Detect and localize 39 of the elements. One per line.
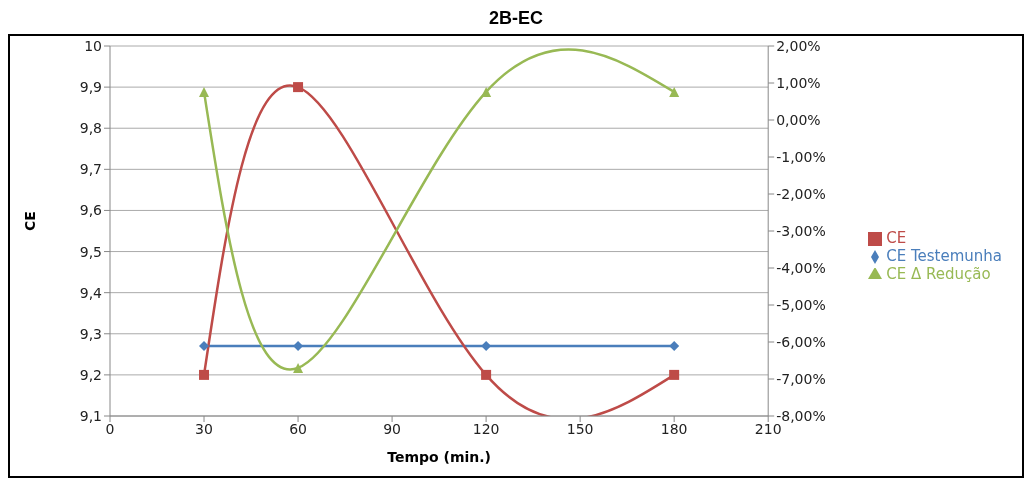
- point: [293, 82, 304, 93]
- y-tick-label: 9,2: [79, 366, 102, 383]
- y-tick-label: 10: [84, 37, 102, 54]
- y-tick-label: 9,3: [79, 325, 102, 342]
- y-axis-title: CE: [21, 211, 38, 231]
- y-tick-label: 9,1: [79, 407, 102, 424]
- point: [199, 369, 210, 380]
- y2-tick-label: -6,00%: [776, 333, 826, 350]
- y2-tick-label: 0,00%: [776, 111, 821, 128]
- y-tick-label: 9,6: [79, 202, 103, 219]
- point: [481, 369, 492, 380]
- legend-label: CE Δ Redução: [886, 265, 991, 283]
- point: [669, 369, 680, 380]
- y-tick-label: 9,4: [79, 284, 103, 301]
- x-tick-label: 0: [105, 420, 115, 437]
- point: [669, 341, 680, 352]
- x-tick-label: 180: [660, 420, 688, 437]
- y-tick-label: 9,5: [79, 243, 102, 260]
- y2-tick-label: -1,00%: [776, 148, 826, 165]
- x-tick-label: 150: [566, 420, 594, 437]
- x-tick-label: 120: [472, 420, 500, 437]
- legend-label: CE Testemunha: [886, 247, 1002, 265]
- y2-tick-label: -7,00%: [776, 370, 826, 387]
- chart-title: 2B-EC: [488, 8, 544, 30]
- x-tick-label: 60: [289, 420, 307, 437]
- x-tick-label: 30: [195, 420, 213, 437]
- y-tick-label: 9,9: [79, 79, 102, 96]
- point: [199, 341, 210, 352]
- y2-tick-label: 1,00%: [776, 74, 821, 91]
- y2-tick-label: -5,00%: [776, 296, 826, 313]
- y-tick-label: 9,7: [79, 161, 102, 178]
- y2-tick-label: 2,00%: [776, 37, 821, 54]
- x-axis-title: Tempo (min.): [387, 449, 491, 465]
- y2-tick-label: -3,00%: [776, 222, 826, 239]
- legend-label: CE: [886, 229, 907, 247]
- x-tick-label: 90: [383, 420, 401, 437]
- y2-tick-label: -4,00%: [776, 259, 826, 276]
- y-tick-label: 9,8: [79, 120, 102, 137]
- y2-tick-label: -2,00%: [776, 185, 826, 202]
